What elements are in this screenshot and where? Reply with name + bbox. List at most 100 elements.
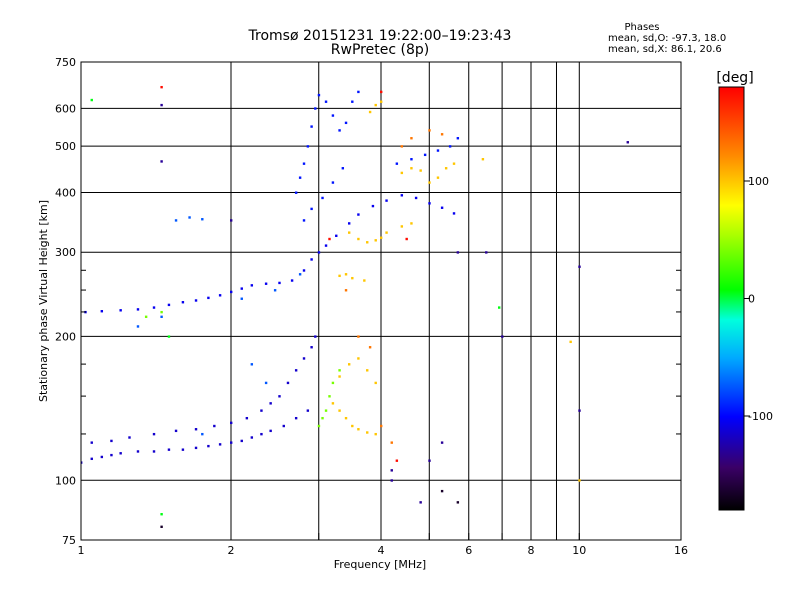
data-point [207, 444, 210, 448]
data-point [374, 103, 377, 107]
data-point [144, 315, 148, 319]
data-point [428, 459, 431, 462]
data-point [385, 231, 388, 234]
data-point [380, 100, 383, 103]
data-point [294, 369, 298, 372]
data-point [119, 452, 122, 455]
data-point [440, 206, 444, 209]
data-point [390, 479, 393, 482]
data-point [578, 265, 581, 268]
data-point [351, 424, 354, 428]
colorbar-ticks: 100 0 -100 [744, 175, 773, 423]
data-point [188, 216, 191, 219]
data-point [371, 204, 375, 208]
data-point [428, 181, 431, 184]
data-point [286, 381, 290, 385]
data-point [310, 346, 313, 349]
data-point [160, 513, 163, 516]
axis-ticks: 1 2 4 6 8 10 16 75 100 200 300 400 500 600 750 [55, 56, 688, 557]
data-point [194, 428, 198, 431]
data-point [452, 212, 456, 215]
data-point [317, 424, 321, 428]
data-point [174, 429, 178, 433]
x-tick-label: 1 [78, 544, 85, 557]
data-point [240, 287, 243, 290]
data-point [410, 158, 413, 161]
data-point [385, 199, 388, 202]
data-point [119, 309, 122, 312]
chart-title: Tromsø 20151231 19:22:00–19:23:43 [248, 28, 512, 44]
data-point [264, 381, 268, 385]
y-tick-label: 200 [55, 330, 76, 343]
data-point [152, 432, 156, 436]
data-point [213, 424, 216, 428]
y-tick-label: 500 [55, 140, 76, 153]
x-axis-label: Frequency [MHz] [334, 558, 426, 571]
data-point [357, 357, 360, 360]
data-point [317, 93, 321, 97]
data-point [578, 409, 581, 412]
data-point [456, 501, 460, 504]
data-point [128, 436, 131, 439]
data-point [410, 167, 413, 170]
data-point [347, 222, 351, 225]
data-point [456, 251, 460, 254]
data-point [218, 443, 222, 446]
x-tick-label: 2 [228, 544, 235, 557]
data-point [321, 416, 324, 420]
data-point [338, 409, 341, 412]
data-point [328, 237, 331, 241]
data-point [298, 273, 302, 276]
data-point [380, 424, 383, 428]
data-point [302, 162, 306, 165]
y-tick-label: 100 [55, 474, 76, 487]
data-point [167, 335, 171, 338]
data-point [264, 282, 268, 285]
x-tick-label: 8 [528, 544, 535, 557]
y-axis-label: Stationary phase Virtual Height [km] [37, 200, 50, 402]
data-point [174, 219, 178, 222]
data-point [626, 141, 629, 144]
data-point [269, 429, 272, 433]
data-point [298, 176, 302, 179]
data-point [347, 231, 351, 234]
chart-subtitle: RwPretec (8p) [331, 42, 429, 58]
data-point [357, 428, 360, 431]
data-point [160, 525, 163, 529]
data-point [282, 424, 285, 428]
data-point [440, 133, 444, 136]
data-point [324, 100, 328, 103]
data-point [321, 196, 324, 200]
data-point [400, 171, 404, 175]
data-point [306, 145, 310, 148]
data-point [363, 279, 366, 282]
data-point [152, 306, 156, 309]
grid-lines [81, 62, 681, 540]
data-point [331, 381, 335, 385]
data-point [481, 158, 485, 161]
data-point [444, 167, 448, 170]
data-point [452, 162, 456, 165]
data-point [278, 395, 281, 398]
data-point [81, 461, 83, 464]
data-point [310, 207, 313, 211]
data-point [230, 441, 233, 444]
data-point [428, 129, 431, 132]
data-point [395, 459, 399, 462]
data-point [497, 306, 501, 309]
stats-line-x: mean, sd,X: 86.1, 20.6 [608, 44, 722, 55]
data-point [90, 441, 93, 444]
data-point [357, 90, 360, 94]
data-point [357, 237, 360, 241]
data-point [400, 225, 404, 228]
data-point [240, 439, 243, 443]
data-point [338, 274, 341, 278]
data-point [344, 273, 348, 276]
data-point [136, 325, 140, 328]
data-point [181, 301, 185, 304]
data-point [160, 310, 163, 314]
data-point [338, 129, 341, 132]
data-point [569, 340, 572, 344]
stats-heading: Phases [624, 22, 659, 33]
data-point [428, 202, 431, 205]
